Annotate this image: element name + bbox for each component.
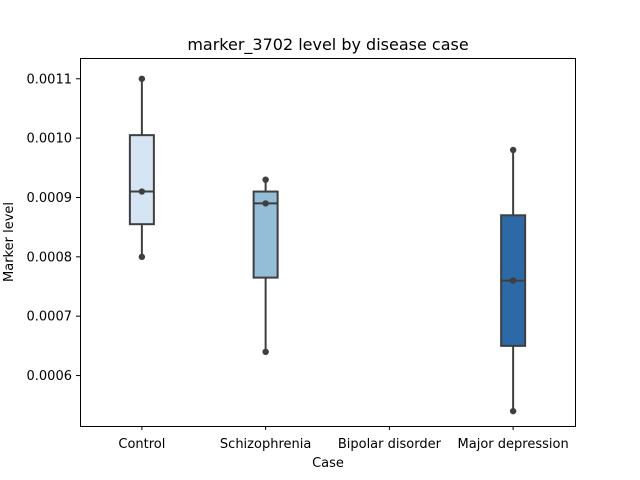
box-group-major-depression bbox=[500, 146, 527, 415]
x-tick-label: Schizophrenia bbox=[220, 437, 311, 452]
data-point bbox=[138, 253, 146, 261]
data-point bbox=[262, 176, 269, 183]
y-tick-label: 0.0010 bbox=[27, 132, 73, 147]
data-point bbox=[509, 277, 517, 284]
y-tick-label: 0.0006 bbox=[27, 369, 73, 384]
x-axis-title: Case bbox=[312, 456, 344, 471]
data-point bbox=[509, 407, 517, 415]
x-tick-label: Control bbox=[118, 437, 165, 452]
x-tick-label: Bipolar disorder bbox=[338, 437, 442, 452]
x-tick-label: Major depression bbox=[458, 437, 569, 452]
chart-title: marker_3702 level by disease case bbox=[187, 35, 468, 55]
y-tick-label: 0.0009 bbox=[27, 191, 73, 206]
data-point bbox=[509, 146, 517, 154]
y-tick-label: 0.0008 bbox=[27, 250, 73, 265]
y-tick-label: 0.0011 bbox=[27, 72, 73, 87]
data-point bbox=[138, 188, 146, 195]
data-point bbox=[262, 200, 269, 207]
y-axis-title: Marker level bbox=[2, 202, 17, 282]
plot-frame bbox=[80, 58, 576, 427]
y-tick-label: 0.0007 bbox=[27, 310, 73, 325]
data-point bbox=[262, 348, 269, 356]
box-group-control bbox=[128, 75, 155, 261]
box-group-schizophrenia bbox=[252, 176, 279, 356]
y-axis: 0.0006 0.0007 0.0008 0.0009 0.0010 0.0011 bbox=[27, 72, 80, 384]
data-point bbox=[138, 75, 146, 82]
iqr-box bbox=[128, 134, 155, 226]
x-axis: Control Schizophrenia Bipolar disorder Majo… bbox=[118, 426, 569, 452]
plot-area bbox=[128, 75, 527, 415]
